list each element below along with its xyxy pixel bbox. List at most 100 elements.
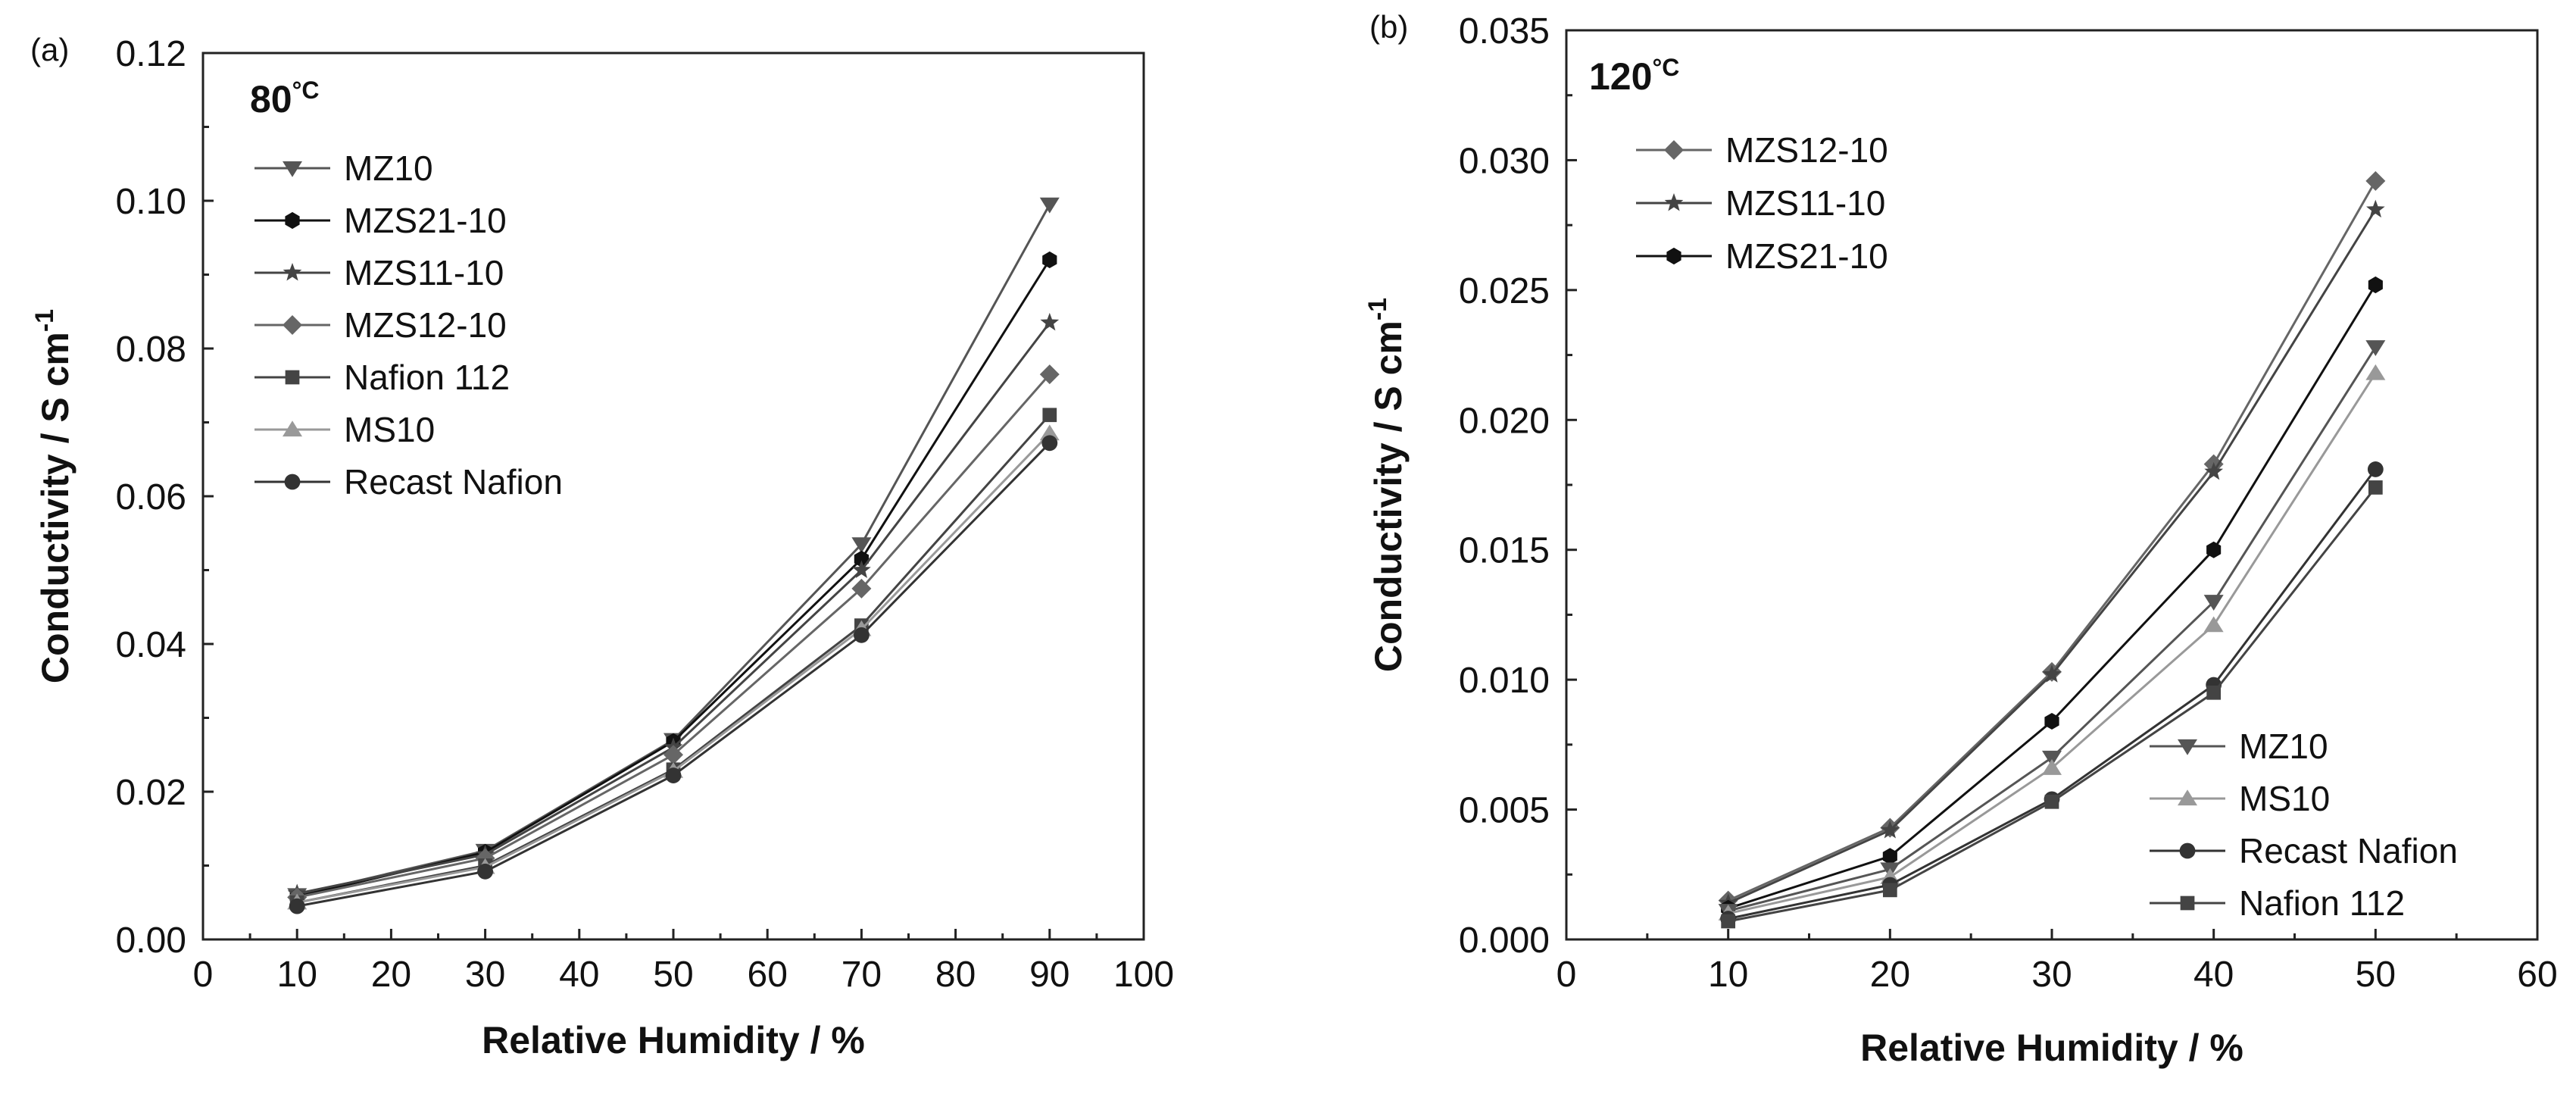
panel-a-legend: MZ10 MZS21-10 MZS11-10 MZS12-10 Nafion 112 MS… bbox=[254, 148, 563, 502]
panel-a-y-tick-label: 0.10 bbox=[116, 182, 186, 222]
panel-a-point-mzs12-10 bbox=[851, 578, 872, 599]
panel-b-axis-ticks: 0 10 20 30 40 50 60 0.000 0.005 0.010 0.015 0.020 0.… bbox=[1459, 11, 2558, 995]
panel-b-y-axis-title: Conductivity / S cm-1 bbox=[1363, 298, 1410, 672]
panel-a-legend-label: MZS21-10 bbox=[344, 201, 507, 240]
panel-b-y-axis-title-text: Conductivity / S cm bbox=[1367, 320, 1410, 672]
panel-b-chart: (b) 0 10 20 30 40 50 60 0.000 0.005 0.010 0.015 0.0… bbox=[1363, 9, 2558, 1069]
panel-b-legend-marker bbox=[2178, 739, 2197, 755]
panel-b-legend-label: Recast Nafion bbox=[2239, 831, 2458, 871]
panel-b-legend-label: Nafion 112 bbox=[2239, 883, 2405, 923]
panel-b-legend-marker bbox=[2179, 842, 2196, 859]
panel-b-legend-marker bbox=[1666, 247, 1681, 265]
panel-b-point-ms10 bbox=[2042, 759, 2062, 775]
panel-b-legend-label: MS10 bbox=[2239, 779, 2330, 818]
panel-a-legend-label: MZ10 bbox=[344, 148, 433, 188]
panel-b-legend-label: MZS12-10 bbox=[1725, 130, 1888, 170]
panel-a-x-tick-label: 80 bbox=[935, 955, 976, 995]
panel-b-series-nafion-112 bbox=[1721, 480, 2383, 929]
panel-a-x-tick-label: 30 bbox=[465, 955, 505, 995]
panel-a-label: (a) bbox=[30, 32, 69, 67]
panel-a-point-mz10 bbox=[1039, 197, 1060, 214]
panel-a-point-mzs21-10 bbox=[1042, 251, 1057, 268]
panel-b-point-nafion-112 bbox=[2044, 794, 2059, 809]
panel-b-point-recast-nafion bbox=[2367, 461, 2384, 477]
panel-a-x-tick-label: 0 bbox=[193, 955, 214, 995]
panel-b-temperature: 120°C bbox=[1589, 54, 1679, 98]
panel-a-point-mz10 bbox=[851, 537, 872, 554]
panel-b-y-tick-label: 0.010 bbox=[1459, 661, 1550, 701]
panel-b-y-tick-label: 0.035 bbox=[1459, 11, 1550, 52]
panel-a-axis-ticks: 0 10 20 30 40 50 60 70 80 90 100 0.00 0.02 0.04 0.06 0.… bbox=[116, 34, 1174, 995]
panel-a-x-tick-label: 60 bbox=[748, 955, 788, 995]
panel-a-temperature: 80°C bbox=[250, 77, 320, 120]
panel-b-point-mzs21-10 bbox=[2368, 276, 2383, 294]
panel-a-y-axis-title-text: Conductivity / S cm bbox=[34, 332, 76, 683]
panel-a-temperature-value: 80 bbox=[250, 78, 292, 120]
panel-a-legend-item-mz10: MZ10 bbox=[254, 148, 433, 188]
panel-a-legend-marker bbox=[283, 420, 302, 437]
panel-a-point-recast-nafion bbox=[1041, 435, 1058, 452]
panel-a-legend-label: MZS12-10 bbox=[344, 305, 507, 345]
panel-b-line-mz10 bbox=[1728, 346, 2377, 912]
panel-b-point-mz10 bbox=[2365, 340, 2386, 356]
panel-b-series-mz10 bbox=[1718, 340, 2386, 920]
panel-a-x-tick-label: 100 bbox=[1113, 955, 1174, 995]
panel-b-point-mzs12-10 bbox=[2365, 170, 2386, 191]
panel-b-temperature-value: 120 bbox=[1589, 55, 1652, 98]
panel-b-point-mzs21-10 bbox=[1882, 848, 1897, 865]
panel-a-x-tick-label: 50 bbox=[653, 955, 693, 995]
panel-a-line-mzs12-10 bbox=[296, 374, 1051, 899]
panel-b-legend-label: MZS21-10 bbox=[1725, 236, 1888, 276]
panel-a-legend-marker bbox=[285, 211, 300, 230]
panel-b-x-tick-label: 30 bbox=[2031, 955, 2072, 995]
panel-a-legend-label: MZS11-10 bbox=[344, 253, 504, 292]
panel-b-legend-item-mzs12-10: MZS12-10 bbox=[1636, 130, 1888, 170]
panel-a-chart: (a) 0 10 20 30 40 50 60 70 80 90 100 0.00 0.02 0.04 0.… bbox=[30, 32, 1174, 1061]
panel-a-legend-marker bbox=[284, 474, 301, 490]
panel-a-legend-item-mzs12-10: MZS12-10 bbox=[254, 305, 507, 345]
panel-b-legend-item-mzs11-10: MZS11-10 bbox=[1636, 183, 1885, 223]
panel-a-point-mzs12-10 bbox=[664, 745, 683, 765]
panel-b-legend-marker bbox=[2178, 789, 2197, 806]
panel-a-point-mzs21-10 bbox=[854, 550, 869, 567]
panel-b-y-axis-title-sup: -1 bbox=[1363, 298, 1392, 320]
panel-b-y-tick-label: 0.025 bbox=[1459, 271, 1550, 311]
panel-b-legend-item-mzs21-10: MZS21-10 bbox=[1636, 236, 1888, 276]
panel-b-series-mzs21-10 bbox=[1721, 276, 2383, 917]
panel-b-degree: °C bbox=[1652, 54, 1679, 81]
panel-b-y-tick-label: 0.015 bbox=[1459, 531, 1550, 571]
panel-b-x-tick-label: 50 bbox=[2356, 955, 2396, 995]
panel-b-y-tick-label: 0.000 bbox=[1459, 921, 1550, 961]
panel-a-legend-item-recast-nafion: Recast Nafion bbox=[254, 462, 563, 502]
panel-b-point-mzs11-10 bbox=[2366, 199, 2385, 218]
panel-a-point-recast-nafion bbox=[477, 863, 493, 880]
panel-a-y-tick-label: 0.00 bbox=[116, 921, 186, 961]
panel-a-y-axis-title-sup: -1 bbox=[30, 309, 59, 332]
panel-a-degree: °C bbox=[292, 77, 320, 104]
panel-a-y-tick-label: 0.06 bbox=[116, 477, 186, 517]
panel-a-y-tick-label: 0.08 bbox=[116, 330, 186, 370]
panel-b-y-tick-label: 0.030 bbox=[1459, 141, 1550, 181]
panel-a-y-tick-label: 0.04 bbox=[116, 625, 186, 665]
panel-b-point-nafion-112 bbox=[1721, 914, 1736, 929]
panel-b-point-ms10 bbox=[2365, 364, 2386, 380]
panel-a-point-nafion-112 bbox=[1042, 408, 1057, 423]
panel-b-legend-label: MZ10 bbox=[2239, 727, 2328, 766]
panel-a-point-recast-nafion bbox=[665, 767, 682, 783]
panel-a-series-mzs11-10 bbox=[287, 312, 1060, 902]
panel-b-x-tick-label: 20 bbox=[1870, 955, 1910, 995]
panel-a-series-mzs21-10 bbox=[289, 251, 1057, 905]
panel-a-line-mzs21-10 bbox=[296, 259, 1051, 898]
panel-b-series bbox=[1718, 170, 2386, 929]
panel-a-y-axis-title: Conductivity / S cm-1 bbox=[30, 309, 76, 683]
panel-b-legend-item-mz10: MZ10 bbox=[2150, 727, 2328, 766]
panel-b-point-nafion-112 bbox=[1882, 883, 1897, 898]
panel-a-series-recast-nafion bbox=[289, 435, 1058, 914]
panel-b-point-mz10 bbox=[2203, 595, 2224, 611]
panel-b-x-tick-label: 40 bbox=[2194, 955, 2234, 995]
panel-a-x-tick-label: 40 bbox=[559, 955, 599, 995]
panel-b-point-mzs11-10 bbox=[1881, 820, 1900, 839]
panel-a-x-tick-label: 10 bbox=[277, 955, 317, 995]
panel-a-point-recast-nafion bbox=[289, 898, 305, 914]
